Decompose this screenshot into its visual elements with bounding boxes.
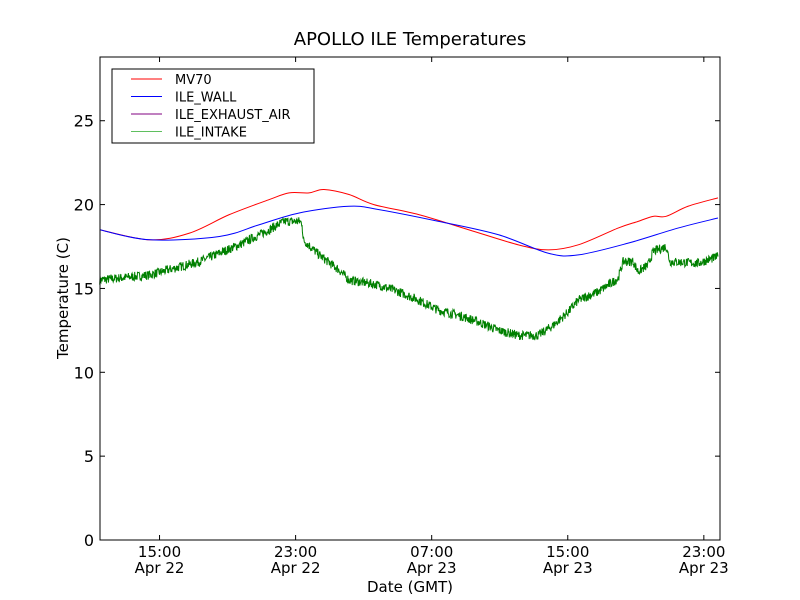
- legend-label: ILE_INTAKE: [175, 126, 247, 141]
- series-line-ile-wall: [99, 205, 719, 257]
- x-tick-label-date: Apr 23: [407, 559, 457, 577]
- x-tick-label-time: 07:00: [410, 543, 453, 561]
- x-tick-label-date: Apr 23: [679, 559, 729, 577]
- y-tick-label: 20: [74, 196, 94, 215]
- y-tick-label: 25: [74, 112, 94, 131]
- y-tick-label: 5: [84, 447, 94, 466]
- y-axis-label: Temperature (C): [54, 237, 72, 360]
- series-line-ile-intake: [99, 217, 719, 341]
- legend-item-ile-intake: ILE_INTAKE: [131, 126, 247, 141]
- y-tick-label: 15: [74, 279, 94, 298]
- series-layer: [99, 188, 719, 341]
- legend-label: MV70: [175, 73, 212, 88]
- x-tick-label-time: 23:00: [682, 543, 725, 561]
- plot-frame: [99, 56, 721, 541]
- legend-item-ile-wall: ILE_WALL: [131, 91, 237, 106]
- legend-item-ile-exhaust-air: ILE_EXHAUST_AIR: [131, 108, 291, 123]
- x-tick-label-time: 23:00: [274, 543, 317, 561]
- legend-item-mv70: MV70: [131, 73, 212, 88]
- legend-box: [111, 68, 315, 144]
- x-tick-label-time: 15:00: [138, 543, 181, 561]
- legend-label: ILE_WALL: [175, 91, 237, 106]
- x-tick-label-time: 15:00: [546, 543, 589, 561]
- x-axis-label: Date (GMT): [367, 578, 453, 596]
- y-tick-label: 10: [74, 363, 94, 382]
- legend: MV70 ILE_WALL ILE_EXHAUST_AIR ILE_INTAKE: [111, 68, 315, 144]
- legend-label: ILE_EXHAUST_AIR: [175, 108, 291, 123]
- series-line-mv70: [99, 188, 719, 251]
- chart-title: APOLLO ILE Temperatures: [294, 29, 526, 50]
- x-tick-label-date: Apr 22: [135, 559, 185, 577]
- x-tick-label-date: Apr 23: [543, 559, 593, 577]
- y-tick-label: 0: [84, 531, 94, 550]
- x-tick-label-date: Apr 22: [271, 559, 321, 577]
